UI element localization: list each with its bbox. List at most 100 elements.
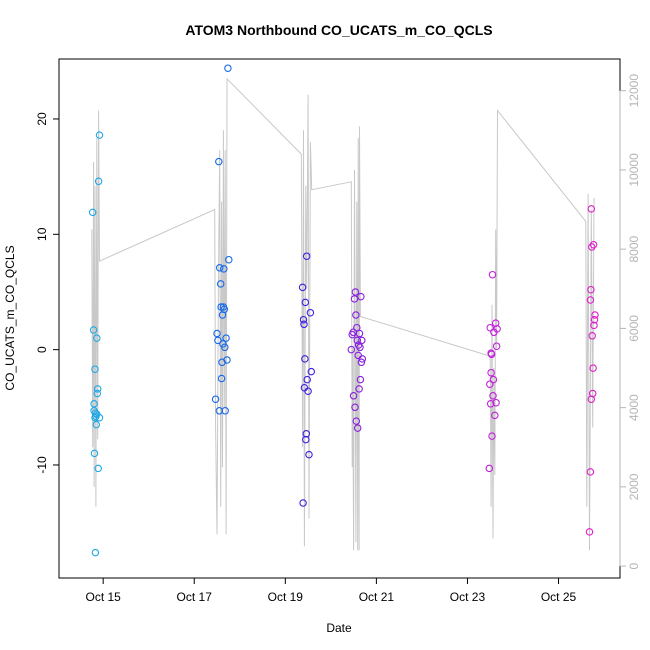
data-point bbox=[307, 367, 316, 376]
data-point bbox=[353, 424, 362, 432]
data-point bbox=[220, 265, 228, 273]
data-point bbox=[590, 321, 598, 330]
data-points bbox=[88, 64, 599, 557]
x-tick-label: Oct 25 bbox=[541, 590, 577, 604]
data-point bbox=[350, 295, 359, 303]
data-point bbox=[489, 375, 498, 384]
data-point bbox=[302, 252, 311, 260]
data-point bbox=[93, 385, 102, 393]
data-point bbox=[221, 407, 229, 415]
data-point bbox=[349, 392, 358, 400]
data-point bbox=[357, 358, 366, 367]
y2-tick-label: 12000 bbox=[627, 74, 641, 108]
data-point bbox=[90, 449, 99, 458]
x-tick-label: Oct 15 bbox=[85, 590, 121, 604]
y-tick-label: 10 bbox=[35, 227, 49, 241]
y2-tick-label: 2000 bbox=[627, 473, 641, 500]
data-point bbox=[591, 311, 599, 319]
data-point bbox=[300, 320, 308, 329]
data-point bbox=[488, 270, 497, 279]
data-point bbox=[211, 395, 220, 403]
data-point bbox=[492, 398, 500, 407]
data-point bbox=[222, 334, 230, 342]
y2-tick-label: 0 bbox=[627, 562, 641, 569]
y2-tick-label: 8000 bbox=[627, 235, 641, 262]
data-point bbox=[94, 464, 102, 473]
data-point bbox=[352, 417, 361, 425]
data-point bbox=[91, 548, 100, 557]
data-point bbox=[298, 283, 307, 292]
data-point bbox=[217, 374, 226, 383]
data-point bbox=[588, 332, 596, 340]
data-point bbox=[225, 255, 233, 264]
altitude-trace bbox=[91, 77, 595, 551]
data-point bbox=[213, 329, 221, 338]
x-tick-label: Oct 17 bbox=[177, 590, 213, 604]
data-point bbox=[221, 343, 229, 352]
data-point bbox=[89, 326, 98, 334]
data-point bbox=[305, 450, 313, 459]
data-point bbox=[488, 432, 496, 440]
data-point bbox=[90, 400, 98, 408]
data-point bbox=[589, 240, 598, 249]
x-axis-title: Date bbox=[326, 621, 352, 635]
x-tick-label: Oct 23 bbox=[450, 590, 486, 604]
data-point bbox=[588, 243, 596, 251]
data-point bbox=[214, 336, 222, 345]
data-point bbox=[487, 368, 495, 377]
data-point bbox=[93, 334, 101, 342]
y-axis-right: 0 2000 4000 6000 8000 10000 12000 bbox=[619, 74, 641, 569]
data-point bbox=[94, 177, 103, 186]
plot-area bbox=[58, 58, 621, 579]
data-point bbox=[91, 413, 99, 422]
data-point bbox=[304, 387, 312, 395]
data-point bbox=[299, 315, 308, 324]
data-point bbox=[586, 468, 595, 476]
data-point bbox=[306, 308, 315, 317]
data-point bbox=[216, 280, 225, 288]
data-point bbox=[91, 365, 99, 373]
data-point bbox=[302, 430, 311, 438]
y2-tick-label: 4000 bbox=[627, 394, 641, 421]
y-axis-title: CO_UCATS_m_CO_QCLS bbox=[3, 245, 17, 390]
data-point bbox=[358, 336, 366, 345]
data-point bbox=[585, 528, 594, 536]
data-point bbox=[299, 499, 307, 507]
data-point bbox=[90, 407, 98, 415]
data-point bbox=[356, 375, 365, 384]
data-point bbox=[590, 315, 599, 324]
data-point bbox=[215, 157, 223, 166]
data-point bbox=[491, 411, 499, 420]
data-point bbox=[356, 343, 364, 352]
data-point bbox=[302, 435, 310, 444]
data-point bbox=[589, 364, 597, 372]
data-point bbox=[303, 375, 311, 384]
data-point bbox=[347, 345, 356, 354]
data-point bbox=[493, 325, 501, 333]
y-axis-left: -10 0 10 20 bbox=[35, 112, 60, 474]
data-point bbox=[93, 389, 102, 398]
data-point bbox=[492, 342, 501, 350]
data-point bbox=[220, 305, 229, 314]
y-tick-label: 20 bbox=[35, 112, 49, 126]
data-point bbox=[587, 285, 595, 294]
data-point bbox=[487, 349, 495, 357]
y-tick-label: -10 bbox=[35, 456, 49, 474]
data-point bbox=[355, 329, 364, 338]
y2-tick-label: 6000 bbox=[627, 315, 641, 342]
data-point bbox=[357, 292, 365, 301]
data-point bbox=[486, 400, 495, 408]
data-point bbox=[224, 64, 232, 72]
data-point bbox=[353, 336, 362, 345]
data-point bbox=[489, 392, 497, 400]
x-tick-label: Oct 19 bbox=[268, 590, 304, 604]
data-point bbox=[352, 311, 360, 319]
data-point bbox=[587, 205, 596, 213]
data-point bbox=[587, 395, 596, 403]
data-point bbox=[88, 208, 97, 217]
data-point bbox=[486, 323, 494, 332]
data-point bbox=[486, 380, 494, 388]
y2-tick-label: 10000 bbox=[627, 153, 641, 187]
data-point bbox=[358, 355, 367, 363]
